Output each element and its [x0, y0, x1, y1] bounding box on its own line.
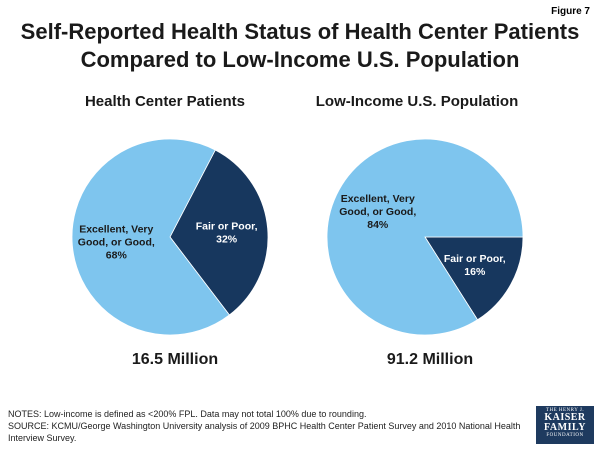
- slice-fair-or-poor: [424, 236, 524, 321]
- slice-excellent-very-good-good: [71, 138, 230, 336]
- label-excellent-very-good-good: Excellent, Very Good, or Good, 84%: [339, 193, 416, 231]
- logo-line-2b: FAMILY: [544, 422, 586, 433]
- slice-value-label: 68%: [106, 250, 128, 262]
- slice-fair-or-poor: [169, 149, 269, 316]
- slice-name-line: Fair or Poor,: [196, 221, 258, 233]
- title-line-1: Self-Reported Health Status of Health Ce…: [20, 19, 580, 44]
- label-fair-or-poor: Fair or Poor, 32%: [196, 221, 258, 246]
- slice-excellent-very-good-good: [326, 138, 524, 336]
- label-fair-or-poor: Fair or Poor, 16%: [444, 253, 506, 278]
- pie-2-title: Low-Income U.S. Population: [315, 93, 519, 110]
- pie-chart-health-center: Fair or Poor, 32% Excellent, Very Good, or …: [71, 138, 269, 336]
- title-line-2: Compared to Low-Income U.S. Population: [80, 47, 520, 72]
- slice-name-line: Excellent, Very: [341, 193, 415, 205]
- slice-value-label: 32%: [216, 234, 238, 246]
- pie-2-total: 91.2 Million: [386, 351, 474, 368]
- slice-value-label: 84%: [367, 219, 389, 231]
- slice-name-line: Good, or Good,: [339, 206, 416, 218]
- pie-chart-low-income: Fair or Poor, 16% Excellent, Very Good, or …: [326, 138, 524, 336]
- logo-line-1: THE HENRY J.: [545, 408, 585, 413]
- slice-value-label: 16%: [464, 266, 486, 278]
- pie-1-total: 16.5 Million: [131, 351, 219, 368]
- slice-name-line: Good, or Good,: [78, 237, 155, 249]
- pie-1-title: Health Center Patients: [84, 93, 246, 110]
- slice-name-line: Excellent, Very: [79, 224, 153, 236]
- kff-logo: THE HENRY J. KAISER FAMILY FOUNDATION: [536, 406, 594, 444]
- chart-title: Self-Reported Health Status of Health Ce…: [0, 18, 600, 74]
- footnotes: NOTES: Low-income is defined as <200% FP…: [8, 408, 528, 444]
- notes-text: NOTES: Low-income is defined as <200% FP…: [8, 409, 367, 419]
- source-text: SOURCE: KCMU/George Washington Universit…: [8, 421, 521, 443]
- slice-name-line: Fair or Poor,: [444, 253, 506, 265]
- figure-label: Figure 7: [551, 6, 590, 17]
- logo-line-3: FOUNDATION: [546, 433, 584, 438]
- logo-line-2a: KAISER: [544, 412, 586, 423]
- label-excellent-very-good-good: Excellent, Very Good, or Good, 68%: [78, 224, 155, 262]
